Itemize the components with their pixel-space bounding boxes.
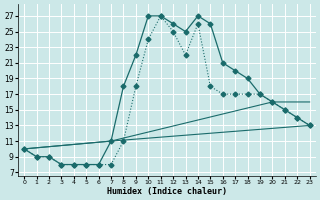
- X-axis label: Humidex (Indice chaleur): Humidex (Indice chaleur): [107, 187, 227, 196]
